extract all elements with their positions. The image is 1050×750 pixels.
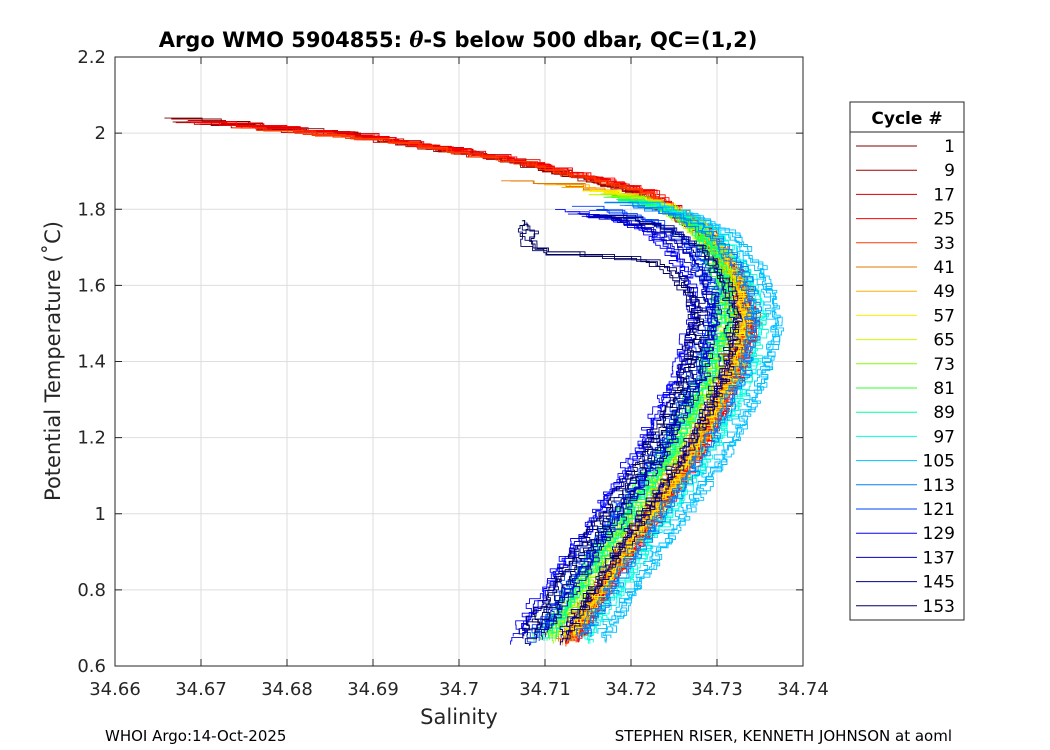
- profile-line-cycle-121: [537, 209, 722, 641]
- y-tick-label: 1.6: [77, 275, 106, 296]
- profile-line-cycle-129: [512, 213, 697, 637]
- legend-label-17: 17: [933, 185, 955, 205]
- data-series-group: [164, 117, 785, 647]
- profile-line-cycle-73: [551, 195, 738, 639]
- y-axis-label: Potential Temperature (˚C): [41, 221, 65, 501]
- profile-line-cycle-145: [559, 217, 736, 638]
- x-axis-label: Salinity: [420, 705, 498, 729]
- series-cycle-145: [559, 214, 743, 646]
- legend-label-137: 137: [923, 548, 955, 568]
- profile-line-cycle-89: [543, 201, 734, 641]
- profile-line-cycle-97: [587, 202, 767, 644]
- y-tick-label: 2: [95, 123, 106, 144]
- legend-label-89: 89: [933, 403, 955, 423]
- y-tick-label: 1.8: [77, 199, 106, 220]
- legend-label-73: 73: [933, 355, 955, 375]
- series-cycle-113: [575, 201, 762, 641]
- legend-label-105: 105: [923, 452, 955, 472]
- legend-label-97: 97: [933, 427, 955, 447]
- axis-ticks: [114, 56, 804, 667]
- chart-title-theta-symbol: θ: [409, 27, 423, 52]
- x-tick-label: 34.7: [439, 679, 479, 700]
- x-tick-label: 34.69: [347, 679, 399, 700]
- profile-line-cycle-145: [559, 214, 743, 646]
- legend: Cycle # 1 9 17 25 33 41 49 57 65 73 81 89 97 105 113 12…: [849, 101, 965, 621]
- y-tick-label: 1.4: [77, 352, 106, 373]
- footer-right: STEPHEN RISER, KENNETH JOHNSON at aoml: [615, 727, 952, 745]
- y-tick-label: 0.6: [77, 656, 106, 677]
- chart-title: Argo WMO 5904855: θ-S below 500 dbar, QC…: [159, 27, 758, 52]
- x-tick-label: 34.73: [691, 679, 743, 700]
- legend-label-81: 81: [933, 379, 955, 399]
- x-tick-label: 34.74: [777, 679, 829, 700]
- profile-line-cycle-153: [521, 220, 704, 634]
- profile-line-cycle-145: [562, 215, 740, 636]
- y-tick-label: 0.8: [77, 580, 106, 601]
- legend-label-49: 49: [933, 282, 955, 302]
- legend-label-57: 57: [933, 306, 955, 326]
- chart-title-suffix: -S below 500 dbar, QC=(1,2): [423, 28, 757, 52]
- profile-line-cycle-105: [604, 202, 783, 639]
- series-cycle-105: [597, 201, 785, 644]
- legend-title: Cycle #: [871, 109, 942, 129]
- profile-line-cycle-137: [541, 213, 718, 638]
- legend-label-129: 129: [923, 524, 955, 544]
- legend-label-33: 33: [933, 234, 955, 254]
- x-tick-label: 34.72: [605, 679, 657, 700]
- x-tick-label: 34.71: [519, 679, 571, 700]
- profile-line-cycle-105: [602, 206, 779, 644]
- legend-entries: 1 9 17 25 33 41 49 57 65 73 81 89 97 105 113 121 129 137 1…: [856, 137, 955, 617]
- x-tick-labels: 34.66 34.67 34.68 34.69 34.7 34.71 34.72 34.73 3…: [89, 679, 829, 700]
- legend-label-65: 65: [933, 331, 955, 351]
- series-cycle-137: [535, 213, 722, 641]
- x-tick-label: 34.66: [89, 679, 141, 700]
- profile-line-cycle-137: [540, 215, 722, 641]
- legend-label-41: 41: [933, 258, 955, 278]
- legend-label-145: 145: [923, 573, 955, 593]
- y-tick-labels: 0.6 0.8 1 1.2 1.4 1.6 1.8 2 2.2: [77, 47, 106, 677]
- legend-label-121: 121: [923, 500, 955, 520]
- y-tick-label: 2.2: [77, 47, 106, 68]
- y-tick-label: 1.2: [77, 428, 106, 449]
- x-tick-label: 34.68: [261, 679, 313, 700]
- y-tick-label: 1: [95, 504, 106, 525]
- profile-line-cycle-113: [584, 204, 761, 638]
- x-tick-label: 34.67: [175, 679, 227, 700]
- profile-line-cycle-153: [517, 220, 699, 639]
- profile-line-cycle-113: [579, 202, 755, 641]
- legend-label-25: 25: [933, 210, 955, 230]
- footer-left: WHOI Argo:14-Oct-2025: [105, 727, 286, 745]
- legend-label-1: 1: [944, 137, 955, 157]
- grid-lines: [115, 57, 803, 666]
- legend-label-153: 153: [923, 597, 955, 617]
- series-cycle-153: [517, 220, 709, 646]
- profile-line-cycle-105: [597, 206, 778, 634]
- legend-label-113: 113: [923, 476, 955, 496]
- chart-title-prefix: Argo WMO 5904855:: [159, 28, 410, 52]
- legend-label-9: 9: [944, 161, 955, 181]
